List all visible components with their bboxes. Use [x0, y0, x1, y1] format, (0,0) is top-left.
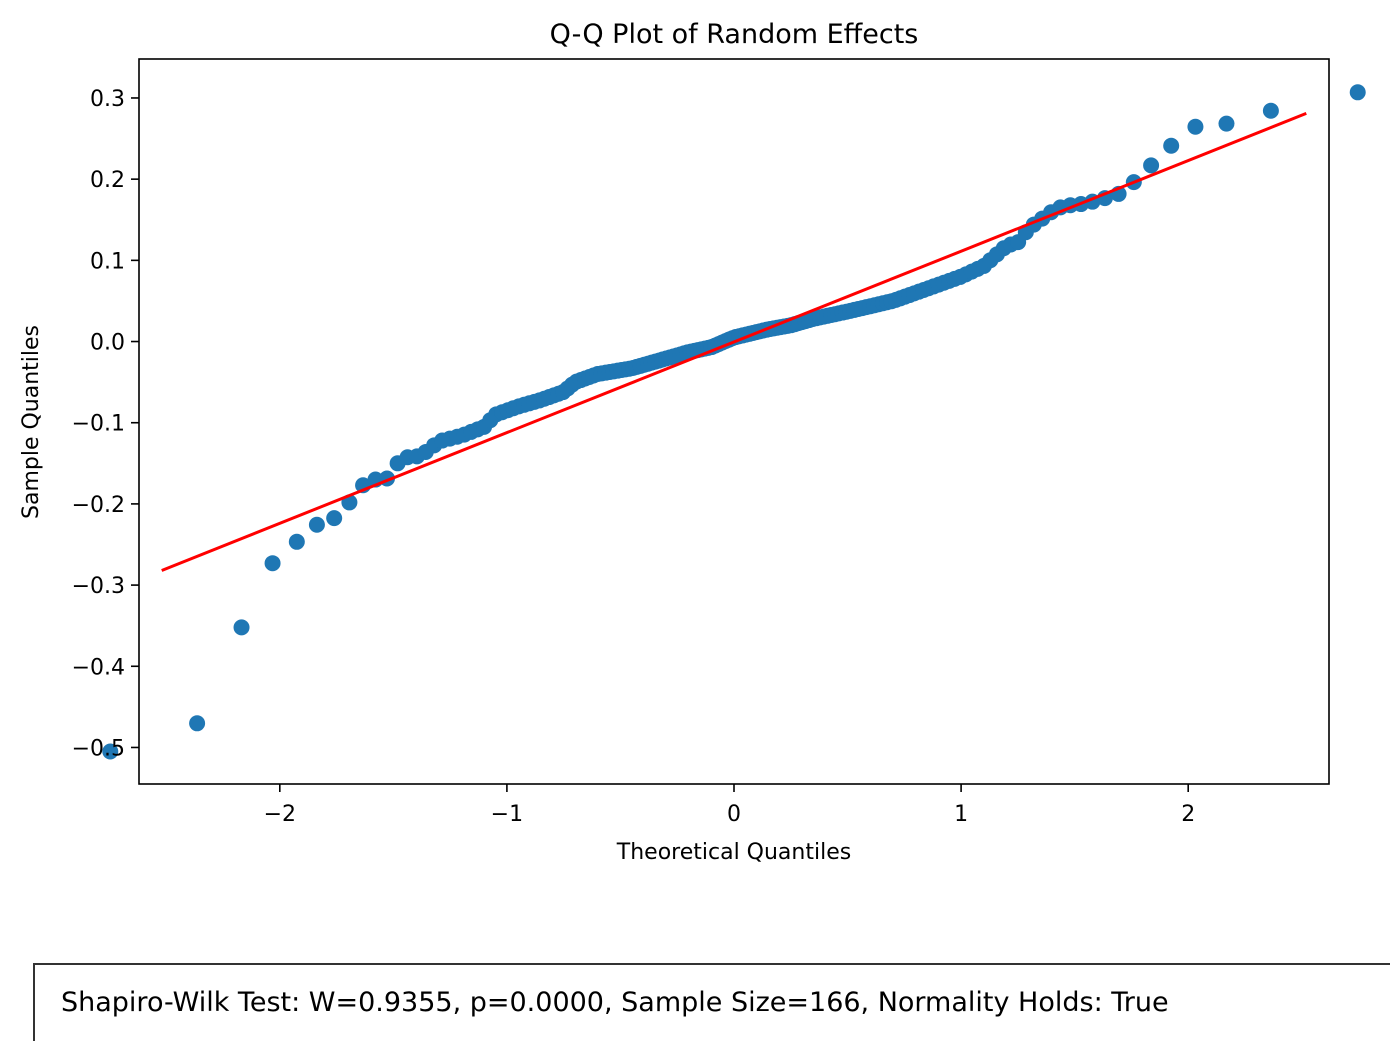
qq-point [233, 619, 250, 636]
qq-point [326, 510, 343, 527]
qq-point [288, 533, 305, 550]
x-tick-label: 2 [1181, 802, 1195, 827]
qq-point [308, 516, 325, 533]
chart-title: Q-Q Plot of Random Effects [550, 19, 919, 50]
y-tick-label: 0.0 [90, 331, 125, 356]
qq-point [1349, 84, 1366, 101]
x-tick-label: −1 [491, 802, 523, 827]
y-tick-label: 0.2 [90, 168, 125, 193]
qq-plot: Q-Q Plot of Random Effects −2 −1 0 1 2 0.3 0.2… [19, 19, 1366, 865]
qq-point [1143, 157, 1160, 174]
qq-point [1262, 102, 1279, 119]
qq-point [102, 743, 119, 760]
shapiro-wilk-stats-text: Shapiro-Wilk Test: W=0.9355, p=0.0000, S… [61, 987, 1169, 1018]
x-tick-label: 0 [727, 802, 741, 827]
qq-point [189, 715, 206, 732]
y-axis-label: Sample Quantiles [19, 325, 44, 519]
x-axis-label: Theoretical Quantiles [616, 840, 851, 865]
qq-point [1187, 118, 1204, 135]
shapiro-wilk-stats-box: Shapiro-Wilk Test: W=0.9355, p=0.0000, S… [33, 963, 1390, 1041]
y-tick-label: −0.5 [72, 736, 125, 761]
y-tick-label: −0.2 [72, 493, 125, 518]
x-tick-label: −2 [264, 802, 296, 827]
qq-point [1218, 115, 1235, 132]
y-tick-label: −0.1 [72, 412, 125, 437]
x-tick-label: 1 [954, 802, 968, 827]
y-tick-label: −0.3 [72, 574, 125, 599]
y-tick-label: −0.4 [72, 655, 125, 680]
reference-line [161, 112, 1307, 572]
qq-point [1163, 137, 1180, 154]
plot-area: −2 −1 0 1 2 0.3 0.2 0.1 0.0 −0.1 −0.2 −0.3 −0.4 −0.5 [72, 58, 1366, 827]
qq-point [264, 555, 281, 572]
y-tick-label: 0.1 [90, 249, 125, 274]
y-tick-label: 0.3 [90, 87, 125, 112]
